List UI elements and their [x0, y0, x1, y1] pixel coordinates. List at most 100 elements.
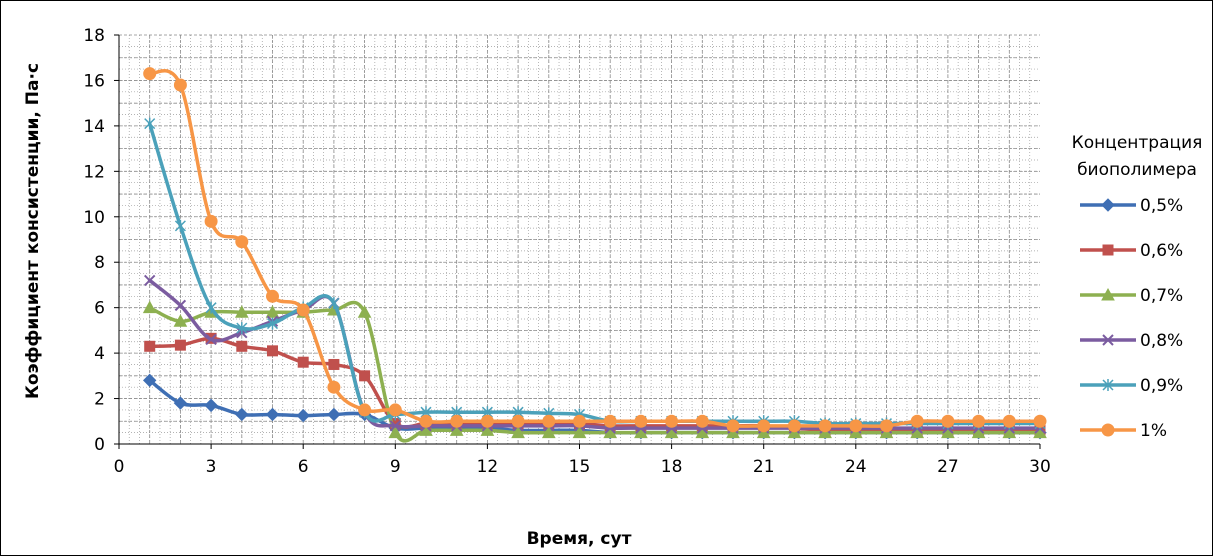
data-point [388, 403, 402, 417]
x-tick-label: 3 [206, 457, 217, 477]
series-line [147, 69, 1042, 428]
data-point [204, 398, 218, 413]
data-point [265, 305, 280, 318]
data-point [205, 333, 217, 346]
data-point [511, 414, 525, 428]
x-tick-labels: 0 3 6 9 12 15 18 21 24 27 30 [114, 457, 1051, 477]
data-point [143, 274, 156, 287]
data-point [603, 414, 617, 428]
data-point [849, 419, 863, 433]
legend-marker [1102, 334, 1114, 346]
data-point [173, 78, 187, 92]
data-point [450, 414, 464, 428]
data-point [296, 408, 310, 423]
data-point [818, 419, 832, 433]
y-tick-label: 0 [94, 435, 105, 455]
series-6 [143, 67, 1047, 433]
data-point [327, 407, 341, 422]
data-point [880, 419, 893, 433]
data-point [1002, 414, 1016, 428]
x-tick-label: 0 [114, 457, 125, 477]
y-tick-label: 2 [94, 390, 105, 410]
y-tick-label: 4 [94, 344, 105, 364]
data-point [235, 235, 249, 249]
data-point [266, 289, 279, 303]
y-tick-label: 16 [83, 71, 105, 91]
data-point [236, 340, 248, 352]
data-point [328, 297, 340, 310]
data-point [267, 345, 278, 357]
data-point [480, 414, 494, 428]
y-tick-label: 6 [94, 299, 105, 319]
legend: Концентрация биополимера 0,5% 0,6% 0,7% 0,8… [1072, 133, 1203, 441]
data-point [358, 403, 372, 417]
data-point [174, 219, 186, 232]
legend-label: 0,9% [1140, 376, 1183, 396]
x-tick-label: 15 [569, 457, 591, 477]
legend-label: 0,8% [1140, 331, 1183, 351]
data-point [388, 425, 403, 439]
y-tick-label: 14 [83, 117, 105, 137]
y-tick-label: 8 [94, 253, 105, 273]
data-point [541, 425, 556, 439]
data-point [265, 407, 280, 422]
x-tick-label: 18 [661, 457, 683, 477]
data-point [142, 373, 157, 388]
legend-label: 0,5% [1140, 196, 1183, 216]
data-point [941, 414, 955, 428]
data-point [143, 67, 157, 81]
data-point [266, 317, 279, 330]
data-point [542, 414, 556, 428]
legend-label: 1% [1140, 421, 1167, 441]
y-axis-title: Коэффициент консистенции, Па·с [23, 63, 43, 399]
legend-label: 0,6% [1140, 241, 1183, 261]
data-point [328, 358, 340, 370]
data-point [787, 419, 801, 433]
x-tick-label: 6 [298, 457, 309, 477]
data-point [297, 356, 309, 368]
data-point [695, 414, 709, 428]
legend-title-line-1: Концентрация [1072, 133, 1203, 153]
legend-marker [1101, 287, 1115, 301]
data-point [359, 370, 371, 382]
data-point [173, 396, 188, 410]
data-point [234, 305, 249, 318]
legend-item: 0,5% [1080, 196, 1183, 216]
data-point [235, 407, 249, 422]
legend-marker [1101, 198, 1115, 212]
data-point [419, 414, 433, 428]
data-point [357, 305, 372, 318]
y-tick-labels: 0 2 4 6 8 10 12 14 16 18 [83, 26, 105, 455]
y-tick-label: 10 [83, 208, 105, 228]
x-axis-title: Время, сут [527, 529, 632, 549]
data-point [236, 322, 248, 335]
data-point [573, 414, 586, 428]
series-layer [142, 67, 1047, 443]
data-point [972, 414, 986, 428]
series-line [147, 121, 1042, 426]
data-point [572, 425, 587, 439]
data-point [389, 420, 402, 432]
data-point [1033, 414, 1047, 428]
data-point [910, 414, 924, 428]
data-point [511, 425, 525, 439]
legend-marker [1101, 423, 1115, 437]
x-tick-label: 9 [390, 457, 401, 477]
data-point [173, 314, 188, 327]
data-point [665, 414, 679, 428]
data-point [634, 414, 648, 428]
x-tick-label: 30 [1029, 457, 1051, 477]
data-point [174, 339, 186, 351]
x-tick-label: 21 [753, 457, 775, 477]
major-grid [119, 34, 1040, 444]
series-5 [144, 117, 1046, 430]
data-point [174, 299, 187, 312]
y-tick-label: 18 [83, 26, 105, 46]
legend-item: 1% [1080, 421, 1167, 441]
axes [114, 34, 1041, 449]
data-point [144, 117, 156, 130]
data-point [142, 300, 157, 314]
x-tick-label: 27 [937, 457, 959, 477]
